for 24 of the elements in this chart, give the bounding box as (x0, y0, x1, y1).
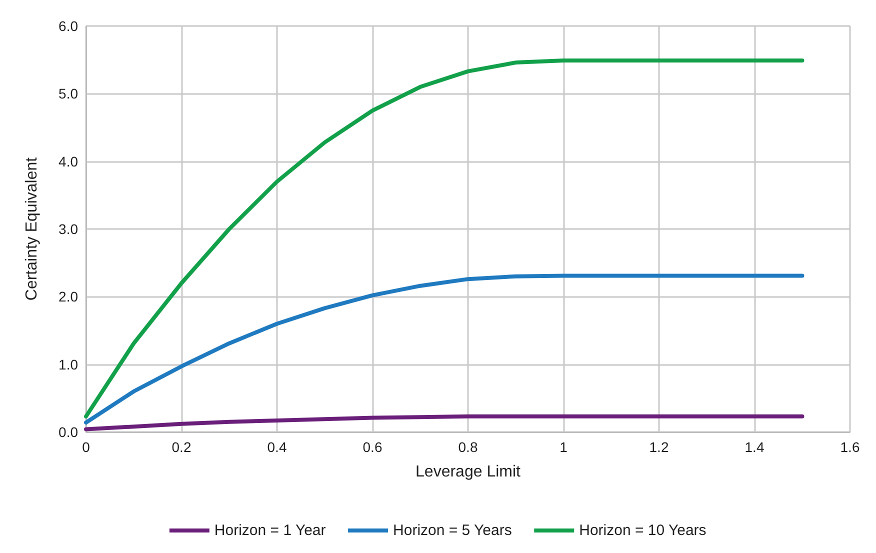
y-tick-label: 6.0 (58, 18, 78, 34)
y-axis-title: Certainty Equivalent (24, 156, 40, 301)
legend-label: Horizon = 10 Years (579, 522, 706, 539)
x-axis-title: Leverage Limit (416, 464, 522, 480)
legend-label: Horizon = 5 Years (393, 522, 512, 539)
line-series (84, 414, 804, 432)
x-tick-label: 1 (560, 439, 568, 455)
x-tick-label: 0 (82, 439, 90, 455)
y-tick-label: 5.0 (58, 86, 78, 102)
y-tick-label: 1.0 (58, 356, 78, 372)
x-tick-label: 0.4 (267, 439, 287, 455)
x-tick-label: 1.2 (649, 439, 669, 455)
y-tick-label: 3.0 (58, 221, 78, 237)
legend-label: Horizon = 1 Year (214, 522, 326, 539)
line-series (84, 58, 804, 418)
y-tick-label: 4.0 (58, 153, 78, 170)
x-tick-label: 1.6 (840, 439, 860, 455)
x-tick-label: 0.2 (172, 439, 192, 455)
y-tick-label: 2.0 (58, 288, 78, 305)
x-tick-label: 0.8 (458, 439, 478, 455)
line-series (84, 274, 804, 425)
x-tick-label: 0.6 (362, 439, 382, 455)
x-tick-label: 1.4 (744, 439, 764, 455)
y-tick-label: 0.0 (58, 424, 78, 440)
